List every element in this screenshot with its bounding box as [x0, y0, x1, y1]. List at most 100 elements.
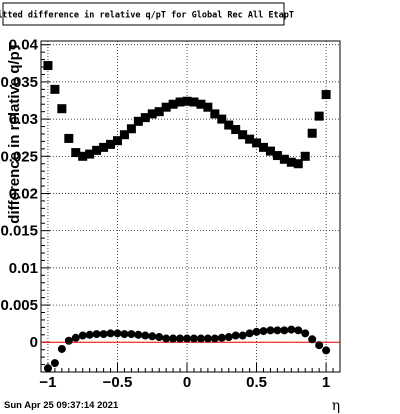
- circle-marker: [113, 329, 122, 338]
- square-marker: [99, 142, 109, 152]
- x-tick-label: 0: [183, 374, 191, 391]
- circle-marker: [280, 326, 289, 335]
- circle-marker: [294, 326, 303, 335]
- y-tick-label: 0.035: [0, 74, 38, 91]
- square-marker: [196, 99, 206, 109]
- circle-marker: [50, 359, 59, 368]
- circle-marker: [224, 333, 233, 342]
- circle-marker: [217, 333, 226, 342]
- square-marker: [231, 125, 241, 135]
- circle-marker: [252, 327, 261, 336]
- y-tick-label: 0.015: [0, 223, 38, 240]
- square-marker: [217, 114, 227, 124]
- x-axis-label: η: [332, 398, 340, 414]
- circle-marker: [64, 336, 73, 345]
- circle-marker: [134, 330, 143, 339]
- circle-marker: [92, 330, 101, 339]
- circle-marker: [78, 331, 87, 340]
- square-marker: [182, 96, 192, 106]
- y-tick-label: 0.04: [9, 37, 39, 54]
- circle-marker: [231, 331, 240, 340]
- y-tick-labels: 0 0.005 0.01 0.015 0.02 0.025 0.03 0.035 0.04: [0, 37, 38, 352]
- data-markers: [43, 61, 331, 373]
- square-marker: [147, 109, 157, 119]
- circle-marker: [127, 330, 136, 339]
- circle-marker: [57, 344, 66, 353]
- title-box: [2, 2, 285, 26]
- square-marker: [259, 142, 269, 152]
- y-tick-label: 0.03: [9, 111, 38, 128]
- square-marker: [279, 154, 289, 164]
- circle-marker: [308, 335, 317, 344]
- x-tick-label: −0.5: [103, 374, 133, 391]
- square-marker: [189, 97, 199, 107]
- circle-marker: [183, 334, 192, 343]
- square-marker: [71, 148, 81, 158]
- x-tick-label: 1: [322, 374, 330, 391]
- grid: [41, 41, 340, 372]
- circle-marker: [301, 329, 310, 338]
- circle-marker: [148, 332, 157, 341]
- square-marker: [43, 61, 53, 71]
- square-marker: [307, 128, 317, 138]
- axis-ticks: [41, 44, 341, 373]
- square-marker: [50, 84, 60, 94]
- square-marker: [224, 120, 234, 130]
- square-marker: [321, 90, 331, 100]
- plot-frame: [40, 40, 341, 373]
- circle-marker: [238, 331, 247, 340]
- square-marker: [64, 133, 74, 143]
- square-marker: [168, 99, 178, 109]
- circle-marker: [176, 334, 185, 343]
- circle-marker: [287, 325, 296, 334]
- square-marker: [92, 145, 102, 155]
- circle-marker: [120, 330, 129, 339]
- y-tick-label: 0.005: [0, 297, 38, 314]
- circle-marker: [189, 334, 198, 343]
- circle-marker: [71, 333, 80, 342]
- date-stamp: Sun Apr 25 09:37:14 2021: [4, 400, 119, 411]
- circle-marker: [141, 331, 150, 340]
- circle-marker: [322, 346, 331, 355]
- square-marker: [210, 109, 220, 119]
- circle-marker: [162, 334, 171, 343]
- x-tick-label: −1: [39, 374, 56, 391]
- y-tick-label: 0.02: [9, 185, 38, 202]
- circle-marker: [259, 327, 268, 336]
- circle-marker: [85, 330, 94, 339]
- circle-marker: [203, 334, 212, 343]
- circle-marker: [245, 329, 254, 338]
- square-marker: [112, 136, 122, 146]
- circle-marker: [155, 333, 164, 342]
- square-marker: [161, 102, 171, 112]
- chart-title: Fitted difference in relative q/pT for G…: [0, 10, 294, 21]
- circle-marker: [106, 329, 115, 338]
- square-marker: [140, 113, 150, 123]
- y-axis-label: difference in relative q/pT: [6, 42, 23, 224]
- square-marker: [314, 111, 324, 121]
- circle-marker: [99, 330, 108, 339]
- circle-marker: [315, 341, 324, 350]
- square-marker: [78, 151, 88, 161]
- square-marker: [57, 104, 67, 114]
- square-marker: [175, 97, 185, 107]
- x-tick-label: 0.5: [246, 374, 267, 391]
- square-marker: [238, 130, 248, 140]
- square-marker: [265, 146, 275, 156]
- square-marker: [245, 134, 255, 144]
- circle-marker: [43, 364, 52, 373]
- y-tick-label: 0: [30, 334, 38, 351]
- x-tick-labels: −1 −0.5 0 0.5 1: [39, 374, 330, 391]
- square-marker: [133, 116, 143, 126]
- square-marker: [203, 102, 213, 112]
- square-marker: [286, 157, 296, 167]
- circle-marker: [196, 334, 205, 343]
- square-marker: [154, 107, 164, 117]
- circle-marker: [273, 326, 282, 335]
- square-marker: [106, 139, 116, 149]
- circle-marker: [266, 326, 275, 335]
- square-marker: [85, 149, 95, 159]
- circle-marker: [210, 334, 219, 343]
- square-marker: [272, 151, 282, 161]
